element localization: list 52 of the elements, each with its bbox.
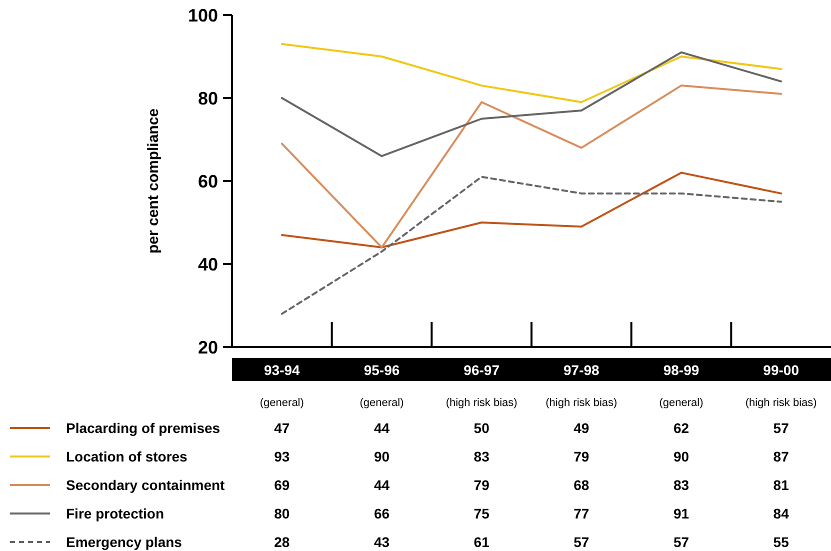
data-label: 61 — [474, 534, 490, 550]
data-label: 75 — [474, 505, 490, 522]
data-label: 47 — [274, 420, 290, 436]
data-label: 81 — [773, 476, 790, 493]
line-series — [280, 84, 782, 248]
legend-label: Emergency plans — [66, 534, 182, 550]
y-tick-label: 80 — [198, 88, 218, 108]
data-label: 90 — [374, 448, 390, 464]
data-label: 93 — [274, 448, 290, 464]
y-tick-label: 100 — [188, 5, 218, 26]
data-label: 28 — [274, 534, 290, 550]
y-tick-label: 20 — [198, 337, 218, 358]
data-label: 62 — [673, 420, 690, 436]
legend-label: Fire protection — [66, 505, 164, 522]
data-label: 80 — [274, 505, 290, 522]
data-label: 68 — [574, 476, 590, 493]
category-label: 97-98 (high risk bias) — [546, 362, 618, 409]
data-label: 83 — [474, 448, 490, 464]
legend-label: Location of stores — [66, 448, 188, 464]
category-label: 95-96 (general) — [360, 362, 404, 409]
y-tick-label: 40 — [198, 254, 218, 274]
y-tick-label: 60 — [198, 171, 218, 192]
line-series — [280, 43, 782, 104]
data-label: 57 — [773, 420, 790, 436]
data-label: 90 — [673, 448, 690, 464]
data-label: 57 — [574, 534, 590, 550]
line-series — [280, 51, 782, 158]
category-label: 93-94 (general) — [260, 362, 304, 409]
data-label: 79 — [474, 476, 490, 493]
data-label: 49 — [574, 420, 590, 436]
category-label: 99-00 (high risk bias) — [745, 362, 817, 409]
data-label: 57 — [673, 534, 690, 550]
data-label: 83 — [673, 476, 690, 493]
data-label: 91 — [673, 505, 690, 522]
data-label: 69 — [274, 476, 290, 493]
line-series — [280, 176, 782, 315]
y-axis-title: per cent compliance — [145, 108, 162, 254]
data-label: 79 — [574, 448, 590, 464]
line-series — [280, 172, 782, 248]
legend-label: Secondary containment — [66, 476, 226, 493]
data-label: 87 — [773, 448, 790, 464]
data-label: 43 — [374, 534, 390, 550]
data-label: 50 — [474, 420, 490, 436]
legend-label: Placarding of premises — [66, 420, 220, 436]
data-label: 44 — [374, 420, 390, 436]
data-label: 55 — [773, 534, 790, 550]
category-label: 96-97 (high risk bias) — [446, 362, 518, 409]
data-label: 77 — [574, 505, 590, 522]
category-label: 98-99 (general) — [659, 362, 704, 409]
data-label: 84 — [773, 505, 790, 522]
data-label: 44 — [374, 476, 390, 493]
data-label: 66 — [374, 505, 390, 522]
